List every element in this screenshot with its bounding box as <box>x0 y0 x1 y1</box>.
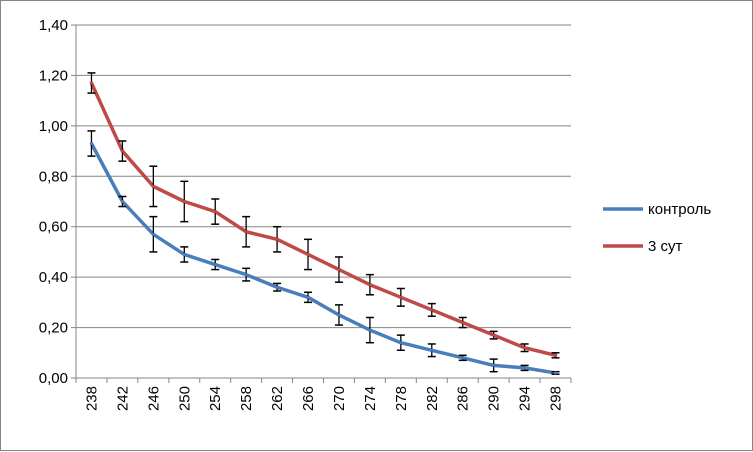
data-point <box>275 237 279 241</box>
data-point <box>523 346 527 350</box>
data-point <box>182 252 186 256</box>
data-point <box>244 273 248 277</box>
x-tick-label: 282 <box>424 386 441 411</box>
y-tick-label: 1,20 <box>39 67 68 84</box>
data-point <box>554 371 558 375</box>
x-tick-label: 286 <box>455 386 472 411</box>
data-point <box>151 232 155 236</box>
x-tick-label: 262 <box>269 386 286 411</box>
legend-label: контроль <box>648 201 711 218</box>
data-point <box>461 321 465 325</box>
x-tick-label: 258 <box>238 386 255 411</box>
data-point <box>120 200 124 203</box>
data-point <box>89 142 93 146</box>
data-point <box>306 295 310 299</box>
data-point <box>244 230 248 234</box>
y-tick-label: 0,40 <box>39 269 68 286</box>
y-tick-label: 0,00 <box>39 370 68 387</box>
series-line-1 <box>89 141 558 375</box>
y-tick-label: 0,20 <box>39 320 68 337</box>
series-line-2 <box>89 81 558 358</box>
data-point <box>523 366 527 370</box>
data-point <box>306 252 310 256</box>
data-point <box>430 348 434 352</box>
data-point <box>368 283 372 287</box>
data-point <box>430 308 434 312</box>
x-tick-label: 242 <box>114 386 131 411</box>
x-tick-label: 266 <box>300 386 317 411</box>
data-point <box>213 263 217 267</box>
data-point <box>492 333 496 337</box>
x-tick-label: 278 <box>393 386 410 411</box>
data-point <box>120 149 124 153</box>
x-tick-label: 246 <box>145 386 162 411</box>
x-tick-label: 250 <box>176 386 193 411</box>
y-tick-label: 1,40 <box>39 17 68 34</box>
x-tick-label: 254 <box>207 386 224 411</box>
y-tick-label: 0,60 <box>39 219 68 236</box>
y-tick-label: 0,80 <box>39 168 68 185</box>
y-tick-label: 1,00 <box>39 118 68 135</box>
data-point <box>89 81 93 85</box>
x-tick-label: 270 <box>331 386 348 411</box>
data-point <box>151 184 155 188</box>
data-point <box>492 363 496 367</box>
x-tick-label: 294 <box>517 386 534 411</box>
x-tick-label: 274 <box>362 386 379 411</box>
x-tick-label: 290 <box>486 386 503 411</box>
data-point <box>182 200 186 203</box>
data-point <box>399 295 403 299</box>
data-point <box>554 353 558 357</box>
data-point <box>337 268 341 272</box>
legend-label: 3 сут <box>648 238 683 255</box>
data-point <box>213 210 217 214</box>
x-tick-label: 298 <box>548 386 565 411</box>
x-tick-label: 238 <box>83 386 100 411</box>
data-point <box>461 356 465 360</box>
data-point <box>399 341 403 345</box>
data-point <box>368 328 372 332</box>
data-point <box>275 285 279 289</box>
data-point <box>337 313 341 317</box>
